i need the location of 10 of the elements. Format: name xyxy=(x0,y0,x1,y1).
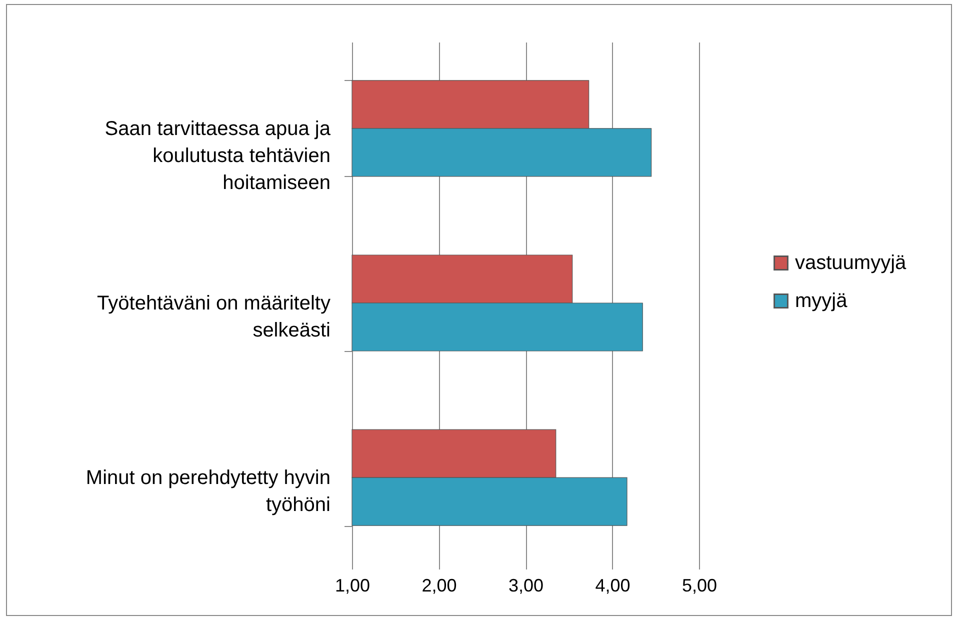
y-tick-label: Saan tarvittaessa apua ja koulutusta tehtävien hoitamiseen xyxy=(104,118,332,194)
y-tick-label: Minut on perehdytetty hyvin työhöni xyxy=(86,467,330,516)
x-tick-label: 4,00 xyxy=(595,576,630,596)
legend-label: vastuumyyjä xyxy=(795,252,908,274)
x-tick-label: 3,00 xyxy=(508,576,544,596)
x-tick-label: 2,00 xyxy=(422,576,457,596)
legend-label: myyjä xyxy=(795,290,848,312)
x-tick-label: 5,00 xyxy=(682,576,718,596)
y-tick-label: Työtehtäväni on määritelty selkeästi xyxy=(97,292,330,342)
x-tick-label: 1,00 xyxy=(334,576,370,596)
